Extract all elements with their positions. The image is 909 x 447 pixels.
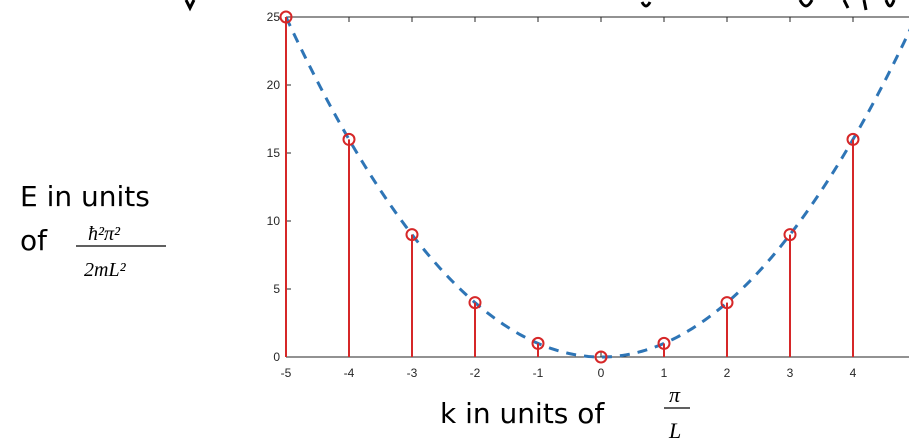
ylabel-unit-denominator: 2mL²: [84, 259, 127, 281]
stem-marker: [279, 10, 293, 24]
stem-marker: [468, 296, 482, 310]
x-tick-label: -2: [470, 366, 481, 380]
x-tick-label: 1: [661, 366, 668, 380]
plot-area: -5 -4 -3 -2 -1 0 1 2 3 4 0 5 10 15 20 25: [267, 10, 909, 380]
stem-marker: [342, 132, 356, 146]
parabola-curve: [284, 16, 909, 359]
x-tick-label: -3: [407, 366, 418, 380]
ylabel-line1: E in units: [20, 180, 150, 213]
xlabel-unit-denominator: L: [668, 418, 681, 443]
y-tick-label: 10: [267, 214, 281, 228]
y-tick-label: 25: [267, 10, 281, 24]
x-tick-label: 3: [787, 366, 794, 380]
x-tick-label: -1: [533, 366, 544, 380]
ylabel-of: of: [20, 224, 48, 257]
xlabel-unit-numerator: π: [669, 382, 681, 407]
y-tick-label: 15: [267, 146, 281, 160]
ylabel-unit-numerator: ħ²π²: [88, 223, 121, 245]
stem-marker: [531, 336, 545, 350]
stem-marker: [657, 336, 671, 350]
stem-marker: [720, 296, 734, 310]
y-tick-label: 5: [273, 282, 280, 296]
stem-marker: [594, 350, 608, 364]
clipped-title-fragment: [184, 0, 896, 12]
stem-marker: [846, 132, 860, 146]
xlabel-text: k in units of: [440, 397, 605, 430]
x-tick-label: -5: [281, 366, 292, 380]
x-tick-label: 0: [598, 366, 605, 380]
y-tick-label: 20: [267, 78, 281, 92]
stem-marker: [405, 228, 419, 242]
x-tick-label: 4: [850, 366, 857, 380]
x-tick-label: -4: [344, 366, 355, 380]
y-tick-label: 0: [273, 350, 280, 364]
stem-marker: [783, 228, 797, 242]
x-tick-label: 2: [724, 366, 731, 380]
